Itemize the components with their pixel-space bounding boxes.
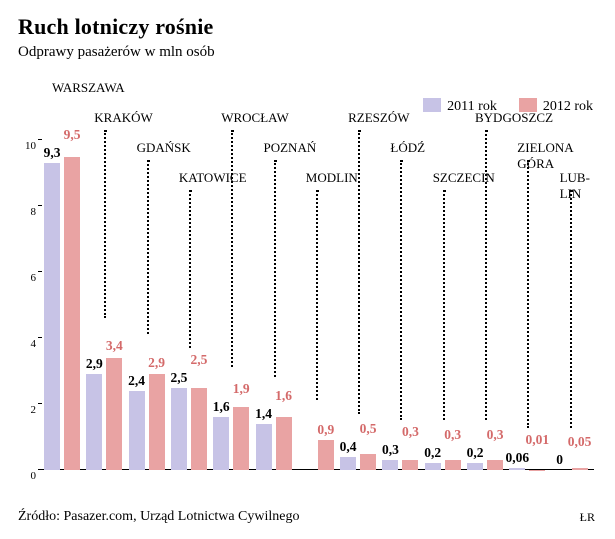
value-label: 1,6 (213, 399, 230, 415)
value-label: 0,3 (382, 442, 399, 458)
leader-line (104, 130, 105, 132)
category-label: WROCŁAW (221, 110, 289, 126)
value-label: 0,3 (444, 427, 461, 443)
bar (425, 463, 441, 470)
bar (360, 454, 376, 471)
leader-line (358, 130, 359, 132)
bar (233, 407, 249, 470)
y-tick-label: 0 (12, 470, 36, 482)
leader-line (274, 160, 275, 162)
value-label: 9,3 (44, 145, 61, 161)
y-tick-label: 4 (12, 338, 36, 350)
leader-line (570, 190, 572, 428)
leader-line (358, 130, 360, 414)
leader-line (147, 160, 149, 334)
value-label: 2,5 (190, 352, 207, 368)
leader-line (316, 190, 317, 192)
bar (64, 157, 80, 471)
category-label: RZESZÓW (348, 110, 409, 126)
value-label: 2,5 (170, 370, 187, 386)
chart-title: Ruch lotniczy rośnie (18, 14, 213, 40)
bar (129, 391, 145, 470)
leader-line (400, 160, 401, 162)
value-label: 0,06 (505, 450, 529, 466)
value-label: 0,4 (340, 439, 357, 455)
value-label: 0,05 (568, 434, 592, 450)
bar (572, 468, 588, 470)
leader-line (231, 130, 232, 132)
bar (86, 374, 102, 470)
value-label: 0,3 (402, 424, 419, 440)
leader-line (527, 160, 529, 428)
leader-line (147, 160, 148, 162)
leader-line (104, 130, 106, 318)
leader-line (400, 160, 402, 420)
bar (509, 468, 525, 470)
value-label: 0,01 (525, 432, 549, 448)
bar (276, 417, 292, 470)
bar (318, 440, 334, 470)
value-label: 3,4 (106, 338, 123, 354)
y-tick-label: 6 (12, 272, 36, 284)
bar (402, 460, 418, 470)
leader-line (231, 130, 233, 367)
leader-line (570, 190, 571, 192)
leader-line (443, 190, 445, 420)
leader-line (485, 130, 486, 132)
bar-group: 9,39,5 (42, 140, 82, 470)
y-tick-label: 2 (12, 404, 36, 416)
legend-swatch-2011 (423, 98, 441, 112)
value-label: 0,3 (487, 427, 504, 443)
bar (382, 460, 398, 470)
chart-source: Źródło: Pasazer.com, Urząd Lotnictwa Cyw… (18, 509, 299, 525)
bar (149, 374, 165, 470)
value-label: 1,6 (275, 388, 292, 404)
value-label: 1,4 (255, 406, 272, 422)
bar (445, 460, 461, 470)
value-label: 0,5 (360, 421, 377, 437)
plot-area: 02468109,39,5WARSZAWA2,93,4KRAKÓW2,42,9G… (42, 140, 594, 470)
category-label: KRAKÓW (94, 110, 153, 126)
category-label: BYDGOSZCZ (475, 110, 553, 126)
value-label: 2,9 (148, 355, 165, 371)
chart-canvas: Ruch lotniczy rośnie Odprawy pasażerów w… (0, 0, 615, 539)
bar (487, 460, 503, 470)
leader-line (274, 160, 276, 377)
leader-line (485, 130, 487, 420)
y-tick-label: 10 (12, 140, 36, 152)
chart-signature: ŁR (580, 510, 595, 525)
value-label: 0 (556, 452, 563, 468)
bar (340, 457, 356, 470)
bar (467, 463, 483, 470)
leader-line (316, 190, 318, 400)
value-label: 1,9 (233, 381, 250, 397)
value-label: 2,4 (128, 373, 145, 389)
bar (106, 358, 122, 470)
category-label: ŁÓDŹ (390, 140, 425, 156)
leader-line (189, 190, 191, 348)
leader-line (443, 190, 444, 192)
y-tick-label: 8 (12, 206, 36, 218)
chart-subtitle: Odprawy pasażerów w mln osób (18, 44, 215, 61)
value-label: 9,5 (64, 127, 81, 143)
leader-line (189, 190, 190, 192)
value-label: 0,9 (317, 422, 334, 438)
category-label: WARSZAWA (52, 80, 125, 96)
leader-line (527, 160, 528, 162)
bar (171, 388, 187, 471)
value-label: 0,2 (467, 445, 484, 461)
bar (213, 417, 229, 470)
value-label: 2,9 (86, 356, 103, 372)
category-label: LUB- LIN (560, 170, 590, 202)
bar (191, 388, 207, 471)
bar (256, 424, 272, 470)
value-label: 0,2 (424, 445, 441, 461)
bar (44, 163, 60, 470)
